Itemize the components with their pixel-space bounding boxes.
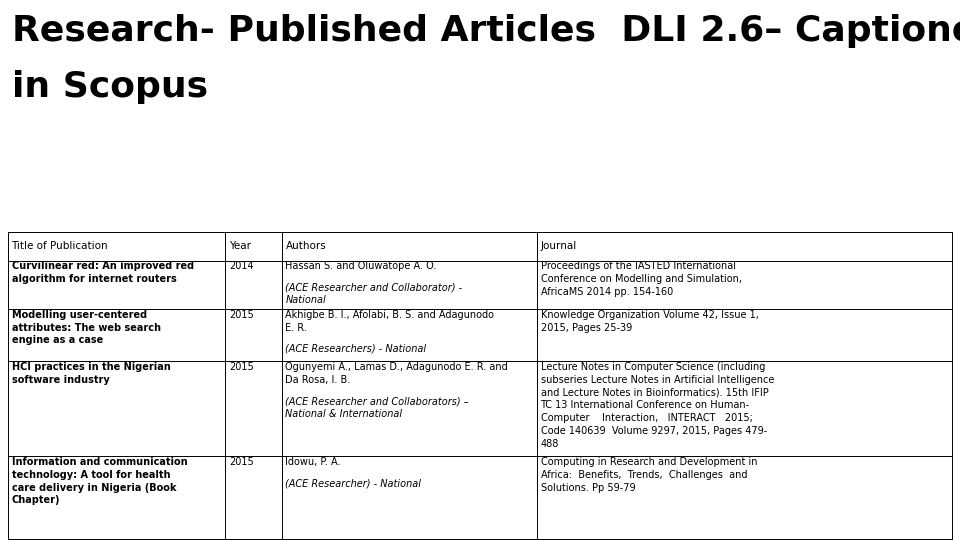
Text: (ACE Researcher and Collaborators) –
National & International: (ACE Researcher and Collaborators) – Nat… — [285, 396, 469, 419]
Text: Hassan S. and Oluwatope A. O.: Hassan S. and Oluwatope A. O. — [285, 261, 437, 272]
Text: Idowu, P. A.: Idowu, P. A. — [285, 457, 341, 467]
Text: Lecture Notes in Computer Science (including
subseries Lecture Notes in Artifici: Lecture Notes in Computer Science (inclu… — [540, 362, 774, 449]
Text: 2015: 2015 — [228, 457, 253, 467]
Text: Title of Publication: Title of Publication — [12, 241, 108, 252]
Text: Ogunyemi A., Lamas D., Adagunodo E. R. and
Da Rosa, I. B.: Ogunyemi A., Lamas D., Adagunodo E. R. a… — [285, 362, 508, 385]
Text: HCI practices in the Nigerian
software industry: HCI practices in the Nigerian software i… — [12, 362, 170, 385]
Text: Modelling user-centered
attributes: The web search
engine as a case: Modelling user-centered attributes: The … — [12, 310, 160, 346]
Text: 2015: 2015 — [228, 310, 253, 320]
Text: Computing in Research and Development in
Africa:  Benefits,  Trends,  Challenges: Computing in Research and Development in… — [540, 457, 757, 492]
Text: Knowledge Organization Volume 42, Issue 1,
2015, Pages 25-39: Knowledge Organization Volume 42, Issue … — [540, 310, 758, 333]
Text: Journal: Journal — [540, 241, 577, 252]
Text: (ACE Researcher and Collaborator) -
National: (ACE Researcher and Collaborator) - Nati… — [285, 282, 463, 305]
Text: (ACE Researcher) - National: (ACE Researcher) - National — [285, 478, 421, 488]
Text: Information and communication
technology: A tool for health
care delivery in Nig: Information and communication technology… — [12, 457, 187, 505]
Text: 2014: 2014 — [228, 261, 253, 272]
Text: 2015: 2015 — [228, 362, 253, 372]
Text: (ACE Researchers) - National: (ACE Researchers) - National — [285, 344, 426, 354]
Text: Year: Year — [228, 241, 251, 252]
Text: Akhigbe B. I., Afolabi, B. S. and Adagunodo
E. R.: Akhigbe B. I., Afolabi, B. S. and Adagun… — [285, 310, 494, 333]
Text: Research- Published Articles  DLI 2.6– Captioned: Research- Published Articles DLI 2.6– Ca… — [12, 14, 960, 48]
Text: Curvilinear red: An improved red
algorithm for internet routers: Curvilinear red: An improved red algorit… — [12, 261, 194, 284]
Text: Authors: Authors — [285, 241, 326, 252]
Text: Proceedings of the IASTED International
Conference on Modelling and Simulation,
: Proceedings of the IASTED International … — [540, 261, 741, 297]
Text: in Scopus: in Scopus — [12, 70, 207, 104]
